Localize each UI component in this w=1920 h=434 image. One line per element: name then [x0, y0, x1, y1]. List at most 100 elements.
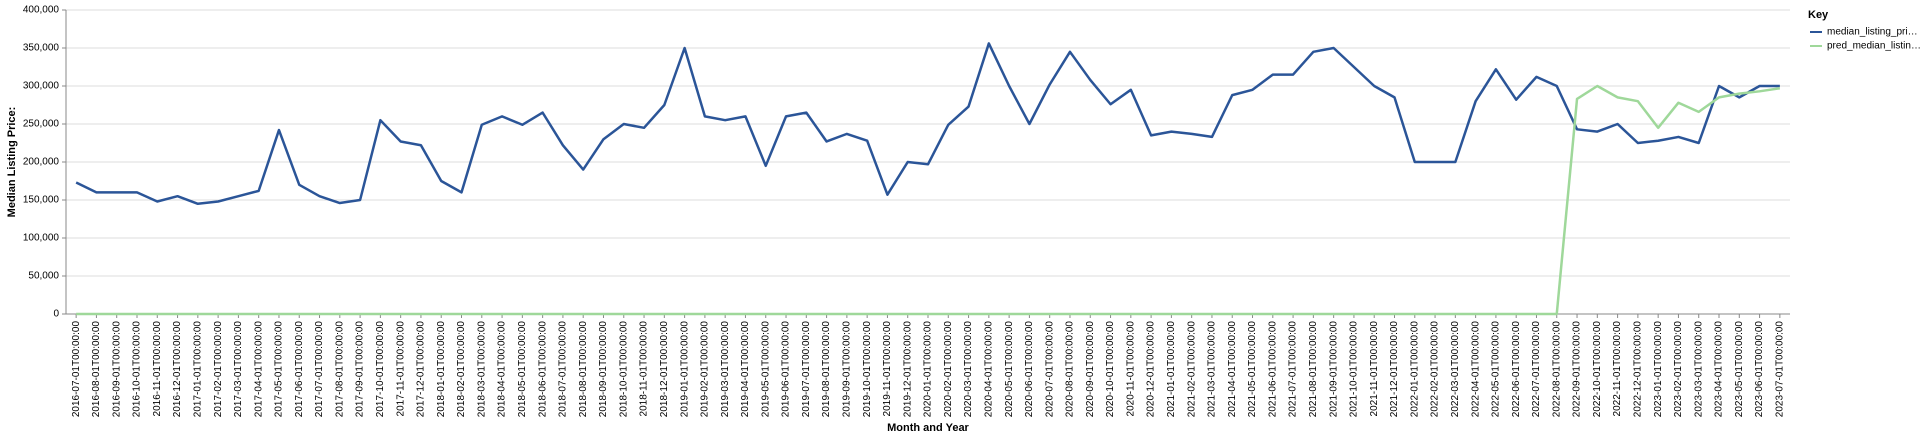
x-tick-label: 2021-12-01T00:00:00: [1389, 321, 1400, 418]
x-tick-label: 2021-11-01T00:00:00: [1369, 321, 1380, 417]
x-tick-label: 2022-04-01T00:00:00: [1470, 321, 1481, 418]
x-tick-label: 2019-07-01T00:00:00: [801, 321, 812, 418]
x-tick-label: 2023-03-01T00:00:00: [1693, 321, 1704, 418]
x-tick-label: 2022-03-01T00:00:00: [1450, 321, 1461, 418]
x-axis-title: Month and Year: [887, 422, 969, 434]
legend-label: median_listing_pri…: [1827, 27, 1918, 38]
x-tick-label: 2022-09-01T00:00:00: [1572, 321, 1583, 418]
x-tick-label: 2019-11-01T00:00:00: [882, 321, 893, 417]
x-tick-label: 2018-06-01T00:00:00: [537, 321, 548, 418]
x-tick-label: 2018-04-01T00:00:00: [497, 321, 508, 418]
x-tick-label: 2017-05-01T00:00:00: [274, 321, 285, 418]
x-tick-label: 2019-06-01T00:00:00: [781, 321, 792, 418]
y-tick-label: 300,000: [23, 81, 60, 92]
x-tick-label: 2020-07-01T00:00:00: [1044, 321, 1055, 418]
y-tick-label: 350,000: [23, 43, 60, 54]
x-tick-label: 2020-08-01T00:00:00: [1065, 321, 1076, 418]
y-tick-label: 400,000: [23, 5, 60, 16]
x-tick-label: 2018-12-01T00:00:00: [659, 321, 670, 418]
y-axis-title: Median Listing Price:: [6, 107, 18, 218]
x-tick-label: 2023-04-01T00:00:00: [1714, 321, 1725, 418]
series-line: [75, 42, 1780, 206]
x-tick-label: 2022-10-01T00:00:00: [1592, 321, 1603, 418]
x-tick-label: 2016-08-01T00:00:00: [91, 321, 102, 418]
x-tick-label: 2020-01-01T00:00:00: [923, 321, 934, 418]
x-tick-label: 2019-12-01T00:00:00: [902, 321, 913, 418]
x-tick-label: 2017-08-01T00:00:00: [334, 321, 345, 418]
x-tick-label: 2023-01-01T00:00:00: [1653, 321, 1664, 418]
x-tick-label: 2018-09-01T00:00:00: [598, 321, 609, 418]
x-tick-label: 2020-09-01T00:00:00: [1085, 321, 1096, 418]
x-tick-label: 2020-04-01T00:00:00: [983, 321, 994, 418]
x-tick-label: 2021-08-01T00:00:00: [1308, 321, 1319, 418]
x-tick-label: 2019-01-01T00:00:00: [679, 321, 690, 418]
x-tick-label: 2022-01-01T00:00:00: [1409, 321, 1420, 418]
x-tick-label: 2021-10-01T00:00:00: [1349, 321, 1360, 418]
legend-label: pred_median_listin…: [1827, 41, 1920, 52]
x-tick-label: 2020-03-01T00:00:00: [963, 321, 974, 418]
x-tick-label: 2022-11-01T00:00:00: [1612, 321, 1623, 417]
x-tick-label: 2017-06-01T00:00:00: [294, 321, 305, 418]
x-tick-label: 2020-02-01T00:00:00: [943, 321, 954, 418]
series-line: [76, 84, 1781, 316]
x-tick-label: 2018-10-01T00:00:00: [618, 321, 629, 418]
x-tick-label: 2018-08-01T00:00:00: [578, 321, 589, 418]
x-tick-label: 2020-06-01T00:00:00: [1024, 321, 1035, 418]
x-tick-label: 2017-01-01T00:00:00: [192, 321, 203, 418]
x-tick-label: 2023-05-01T00:00:00: [1734, 321, 1745, 418]
x-tick-label: 2020-12-01T00:00:00: [1146, 321, 1157, 418]
x-tick-label: 2022-05-01T00:00:00: [1491, 321, 1502, 418]
x-tick-label: 2019-08-01T00:00:00: [821, 321, 832, 418]
x-tick-label: 2019-09-01T00:00:00: [842, 321, 853, 418]
y-tick-label: 250,000: [23, 119, 60, 130]
x-tick-label: 2018-02-01T00:00:00: [456, 321, 467, 418]
x-tick-label: 2017-07-01T00:00:00: [314, 321, 325, 418]
x-tick-label: 2021-05-01T00:00:00: [1247, 321, 1258, 418]
x-tick-label: 2022-07-01T00:00:00: [1531, 321, 1542, 418]
x-tick-label: 2018-07-01T00:00:00: [558, 321, 569, 418]
x-tick-label: 2021-06-01T00:00:00: [1267, 321, 1278, 418]
x-tick-label: 2021-09-01T00:00:00: [1328, 321, 1339, 418]
x-tick-label: 2020-05-01T00:00:00: [1004, 321, 1015, 418]
y-tick-label: 0: [53, 309, 59, 320]
x-tick-label: 2016-12-01T00:00:00: [172, 321, 183, 418]
x-tick-label: 2021-03-01T00:00:00: [1207, 321, 1218, 418]
x-tick-label: 2019-10-01T00:00:00: [862, 321, 873, 418]
x-tick-label: 2023-07-01T00:00:00: [1774, 321, 1785, 418]
x-tick-label: 2023-02-01T00:00:00: [1673, 321, 1684, 418]
x-tick-label: 2021-02-01T00:00:00: [1186, 321, 1197, 418]
x-tick-label: 2020-11-01T00:00:00: [1125, 321, 1136, 417]
x-tick-label: 2016-09-01T00:00:00: [111, 321, 122, 418]
x-tick-label: 2021-04-01T00:00:00: [1227, 321, 1238, 418]
x-tick-label: 2020-10-01T00:00:00: [1105, 321, 1116, 418]
x-tick-label: 2018-03-01T00:00:00: [476, 321, 487, 418]
x-tick-label: 2016-10-01T00:00:00: [132, 321, 143, 418]
x-tick-label: 2022-06-01T00:00:00: [1511, 321, 1522, 418]
y-tick-label: 150,000: [23, 195, 60, 206]
x-tick-label: 2019-05-01T00:00:00: [760, 321, 771, 418]
x-tick-label: 2021-01-01T00:00:00: [1166, 321, 1177, 418]
x-tick-label: 2017-12-01T00:00:00: [416, 321, 427, 418]
x-tick-label: 2021-07-01T00:00:00: [1288, 321, 1299, 418]
x-tick-label: 2017-10-01T00:00:00: [375, 321, 386, 418]
x-tick-label: 2017-02-01T00:00:00: [213, 321, 224, 418]
x-tick-label: 2022-02-01T00:00:00: [1430, 321, 1441, 418]
y-tick-label: 50,000: [28, 271, 59, 282]
x-tick-label: 2017-09-01T00:00:00: [355, 321, 366, 418]
x-tick-label: 2022-08-01T00:00:00: [1551, 321, 1562, 418]
x-tick-label: 2022-12-01T00:00:00: [1633, 321, 1644, 418]
y-tick-label: 200,000: [23, 157, 60, 168]
x-tick-label: 2018-11-01T00:00:00: [639, 321, 650, 417]
x-tick-label: 2019-02-01T00:00:00: [700, 321, 711, 418]
x-tick-label: 2016-11-01T00:00:00: [152, 321, 163, 417]
x-tick-label: 2018-01-01T00:00:00: [436, 321, 447, 418]
x-tick-label: 2023-06-01T00:00:00: [1754, 321, 1765, 418]
x-tick-label: 2016-07-01T00:00:00: [71, 321, 82, 418]
x-tick-label: 2017-04-01T00:00:00: [253, 321, 264, 418]
x-tick-label: 2017-03-01T00:00:00: [233, 321, 244, 418]
x-tick-label: 2018-05-01T00:00:00: [517, 321, 528, 418]
x-tick-label: 2019-03-01T00:00:00: [720, 321, 731, 418]
x-tick-label: 2017-11-01T00:00:00: [395, 321, 406, 417]
